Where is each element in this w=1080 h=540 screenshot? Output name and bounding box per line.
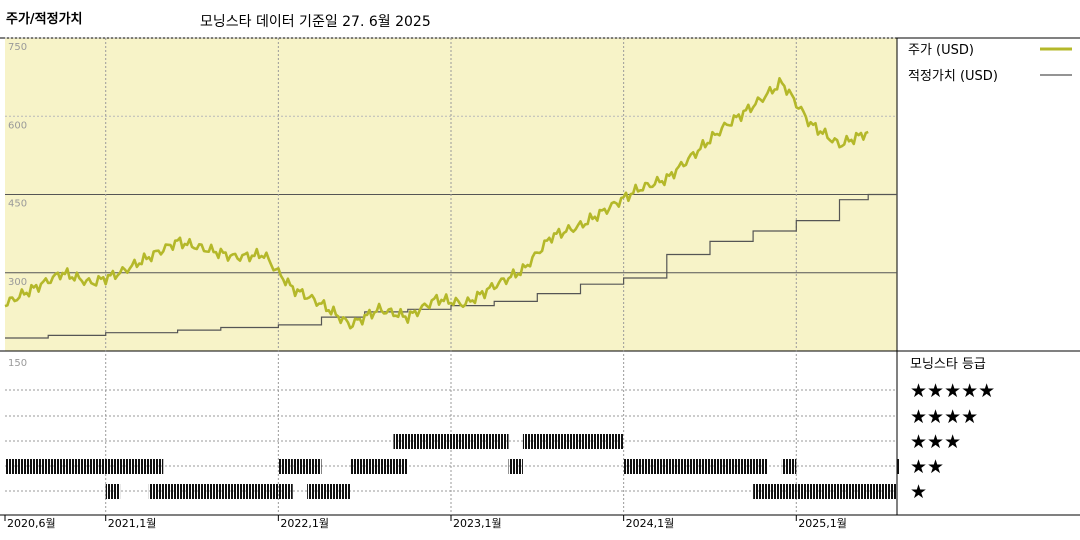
- rating-period-bar: [781, 459, 797, 474]
- x-tick-label: 2020,6월: [7, 517, 56, 530]
- rating-period-bar: [148, 484, 279, 499]
- rating-period-bar: [105, 484, 121, 499]
- rating-row-label: ★★★★: [910, 406, 978, 428]
- legend-label-price: 주가 (USD): [908, 43, 974, 58]
- rating-period-bar: [623, 459, 768, 474]
- x-tick-label: 2021,1월: [108, 517, 157, 530]
- rating-row-label: ★★★: [910, 431, 961, 453]
- rating-period-bar: [796, 484, 897, 499]
- rating-period-bar: [292, 459, 322, 474]
- rating-period-bar: [278, 459, 293, 474]
- rating-row-labels: ★★★★★★★★★★★★★★★: [910, 380, 995, 503]
- series-line-price: [4, 77, 869, 330]
- rating-panel-title: 모닝스타 등급: [910, 357, 986, 372]
- page-title: 주가/적정가치: [6, 12, 83, 27]
- y-tick-label: 300: [8, 277, 27, 288]
- rating-period-bar: [393, 434, 509, 449]
- rating-period-bar: [753, 484, 797, 499]
- x-tick-label: 2025,1월: [798, 517, 847, 530]
- rating-period-bar: [307, 484, 351, 499]
- rating-row-label: ★★: [910, 456, 944, 478]
- y-tick-label-lower: 150: [8, 358, 27, 369]
- legend-label-fair-value: 적정가치 (USD): [908, 69, 998, 84]
- x-tick-label: 2023,1월: [453, 517, 502, 530]
- x-tick-label: 2024,1월: [626, 517, 675, 530]
- rating-bars: [5, 434, 899, 499]
- rating-period-bar: [897, 459, 899, 474]
- rating-period-bar: [522, 434, 624, 449]
- chart-subtitle: 모닝스타 데이터 기준일 27. 6월 2025: [200, 14, 431, 30]
- y-tick-label: 450: [8, 199, 27, 210]
- legend: 주가 (USD) 적정가치 (USD): [908, 43, 1072, 84]
- y-tick-label: 750: [8, 42, 27, 53]
- rating-period-bar: [5, 459, 164, 474]
- tick-labels: 750 600 450 300 150 2020,6월 2021,1월 2022,1월 2023…: [4, 42, 847, 530]
- y-tick-label: 600: [8, 120, 27, 131]
- rating-row-label: ★: [910, 481, 927, 503]
- series-line-fair-value: [5, 193, 897, 339]
- rating-row-label: ★★★★★: [910, 380, 995, 402]
- rating-period-bar: [350, 459, 408, 474]
- rating-period-bar: [278, 484, 293, 499]
- x-tick-label: 2022,1월: [280, 517, 329, 530]
- rating-period-bar: [508, 459, 523, 474]
